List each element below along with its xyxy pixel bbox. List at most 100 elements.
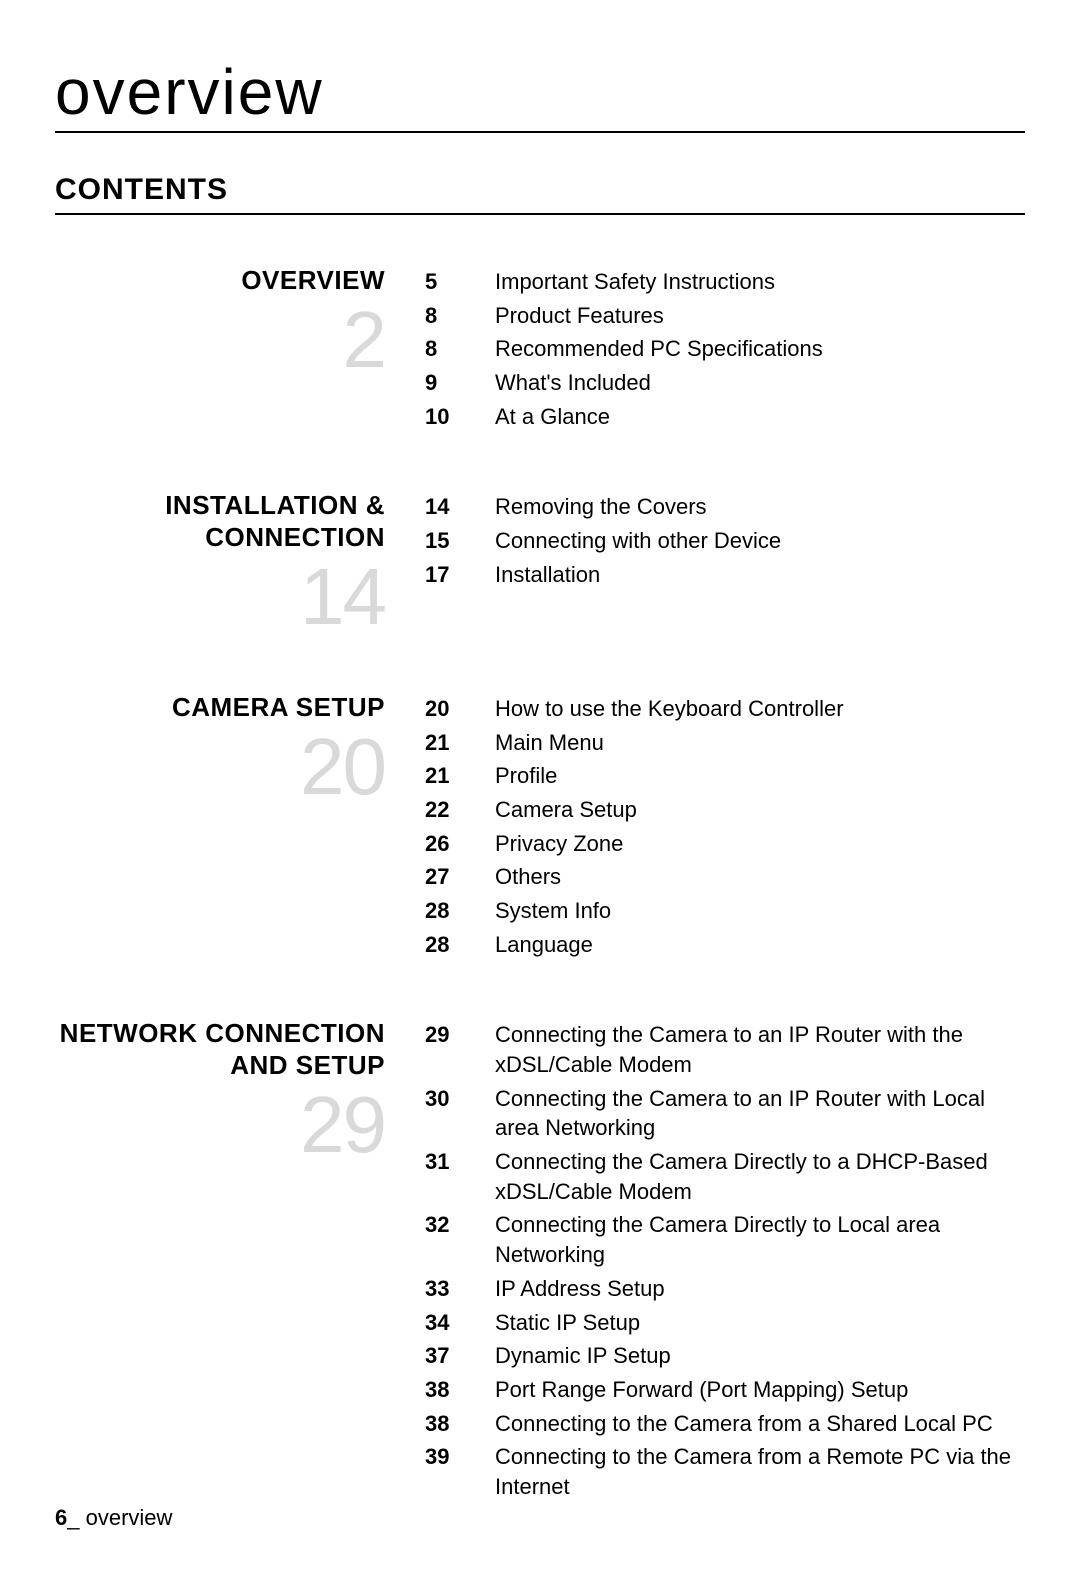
toc-section-title: NETWORK CONNECTION AND SETUP (55, 1018, 385, 1080)
toc-item-title: Connecting the Camera Directly to Local … (475, 1210, 1025, 1269)
toc-section: INSTALLATION & CONNECTION1414Removing th… (55, 490, 1025, 636)
toc-item-row: 22Camera Setup (425, 795, 1025, 825)
toc-section-left: NETWORK CONNECTION AND SETUP29 (55, 1018, 425, 1164)
toc-item-page: 28 (425, 930, 475, 960)
toc-section-title: CAMERA SETUP (55, 692, 385, 723)
toc-section-start-page: 20 (55, 727, 385, 807)
toc-item-page: 38 (425, 1409, 475, 1439)
toc-item-title: Others (475, 862, 561, 892)
toc-section-left: OVERVIEW2 (55, 265, 425, 380)
toc-item-page: 17 (425, 560, 475, 590)
toc-item-title: Privacy Zone (475, 829, 623, 859)
toc-item-title: Recommended PC Specifications (475, 334, 823, 364)
footer-label: overview (86, 1505, 173, 1530)
toc-section-items: 5Important Safety Instructions 8Product F… (425, 265, 1025, 435)
toc-item-page: 33 (425, 1274, 475, 1304)
toc-item-row: 8Product Features (425, 301, 1025, 331)
toc-item-page: 20 (425, 694, 475, 724)
toc-item-title: Connecting to the Camera from a Remote P… (475, 1442, 1025, 1501)
toc-item-title: How to use the Keyboard Controller (475, 694, 844, 724)
toc-item-page: 27 (425, 862, 475, 892)
toc-item-page: 14 (425, 492, 475, 522)
toc-item-page: 21 (425, 728, 475, 758)
toc-item-title: Port Range Forward (Port Mapping) Setup (475, 1375, 908, 1405)
toc-item-page: 9 (425, 368, 475, 398)
toc-item-page: 39 (425, 1442, 475, 1472)
toc-item-row: 14Removing the Covers (425, 492, 1025, 522)
toc-section-left: CAMERA SETUP 20 (55, 692, 425, 807)
toc-section-items: 14Removing the Covers15Connecting with o… (425, 490, 1025, 593)
toc-section-items: 29Connecting the Camera to an IP Router … (425, 1018, 1025, 1505)
toc-item-title: Connecting the Camera Directly to a DHCP… (475, 1147, 1025, 1206)
toc-item-row: 30Connecting the Camera to an IP Router … (425, 1084, 1025, 1143)
toc-item-row: 21Profile (425, 761, 1025, 791)
toc-item-page: 37 (425, 1341, 475, 1371)
toc-item-page: 22 (425, 795, 475, 825)
toc-item-title: Dynamic IP Setup (475, 1341, 671, 1371)
toc-item-page: 8 (425, 301, 475, 331)
toc-item-title: IP Address Setup (475, 1274, 665, 1304)
contents-heading: CONTENTS (55, 173, 1025, 215)
toc-item-page: 31 (425, 1147, 475, 1177)
toc-item-title: Static IP Setup (475, 1308, 640, 1338)
toc-item-title: Language (475, 930, 593, 960)
toc-item-page: 15 (425, 526, 475, 556)
toc-item-page: 8 (425, 334, 475, 364)
toc-item-row: 27Others (425, 862, 1025, 892)
toc-item-row: 38Connecting to the Camera from a Shared… (425, 1409, 1025, 1439)
toc-item-title: Connecting to the Camera from a Shared L… (475, 1409, 993, 1439)
toc-section-title: OVERVIEW (55, 265, 385, 296)
toc-item-title: Profile (475, 761, 557, 791)
toc-item-title: Camera Setup (475, 795, 637, 825)
toc-section-items: 20How to use the Keyboard Controller21Ma… (425, 692, 1025, 964)
toc-container: OVERVIEW25Important Safety Instructions 8… (55, 265, 1025, 1506)
toc-item-row: 17Installation (425, 560, 1025, 590)
toc-item-page: 10 (425, 402, 475, 432)
toc-section: CAMERA SETUP2020How to use the Keyboard … (55, 692, 1025, 964)
toc-item-row: 8Recommended PC Specifications (425, 334, 1025, 364)
toc-section: OVERVIEW25Important Safety Instructions 8… (55, 265, 1025, 435)
toc-item-page: 38 (425, 1375, 475, 1405)
toc-item-page: 30 (425, 1084, 475, 1114)
toc-item-page: 32 (425, 1210, 475, 1240)
toc-item-title: System Info (475, 896, 611, 926)
toc-item-page: 29 (425, 1020, 475, 1050)
toc-item-row: 33IP Address Setup (425, 1274, 1025, 1304)
toc-item-row: 31Connecting the Camera Directly to a DH… (425, 1147, 1025, 1206)
toc-item-row: 10At a Glance (425, 402, 1025, 432)
toc-item-page: 26 (425, 829, 475, 859)
footer-separator: _ (67, 1505, 85, 1530)
toc-item-page: 34 (425, 1308, 475, 1338)
page-title: overview (55, 55, 1025, 133)
footer-page-number: 6 (55, 1505, 67, 1530)
toc-item-row: 28System Info (425, 896, 1025, 926)
toc-item-row: 39Connecting to the Camera from a Remote… (425, 1442, 1025, 1501)
toc-item-row: 37Dynamic IP Setup (425, 1341, 1025, 1371)
toc-item-row: 38Port Range Forward (Port Mapping) Setu… (425, 1375, 1025, 1405)
toc-item-title: Important Safety Instructions (475, 267, 775, 297)
toc-item-title: Main Menu (475, 728, 604, 758)
toc-section-title: INSTALLATION & CONNECTION (55, 490, 385, 552)
toc-section-left: INSTALLATION & CONNECTION14 (55, 490, 425, 636)
toc-item-title: Connecting with other Device (475, 526, 781, 556)
toc-item-row: 9What's Included (425, 368, 1025, 398)
page-footer: 6_ overview (55, 1505, 172, 1531)
toc-item-row: 5Important Safety Instructions (425, 267, 1025, 297)
toc-item-title: At a Glance (475, 402, 610, 432)
toc-item-row: 15Connecting with other Device (425, 526, 1025, 556)
toc-item-row: 29Connecting the Camera to an IP Router … (425, 1020, 1025, 1079)
toc-item-page: 21 (425, 761, 475, 791)
toc-item-page: 28 (425, 896, 475, 926)
toc-item-title: Product Features (475, 301, 664, 331)
toc-item-row: 21Main Menu (425, 728, 1025, 758)
toc-section-start-page: 14 (55, 557, 385, 637)
toc-item-title: Removing the Covers (475, 492, 707, 522)
toc-item-title: Installation (475, 560, 600, 590)
toc-item-title: Connecting the Camera to an IP Router wi… (475, 1020, 1025, 1079)
toc-section-start-page: 29 (55, 1085, 385, 1165)
toc-item-row: 34Static IP Setup (425, 1308, 1025, 1338)
toc-section: NETWORK CONNECTION AND SETUP2929Connecti… (55, 1018, 1025, 1505)
toc-item-row: 28Language (425, 930, 1025, 960)
toc-item-row: 26Privacy Zone (425, 829, 1025, 859)
toc-item-title: What's Included (475, 368, 651, 398)
